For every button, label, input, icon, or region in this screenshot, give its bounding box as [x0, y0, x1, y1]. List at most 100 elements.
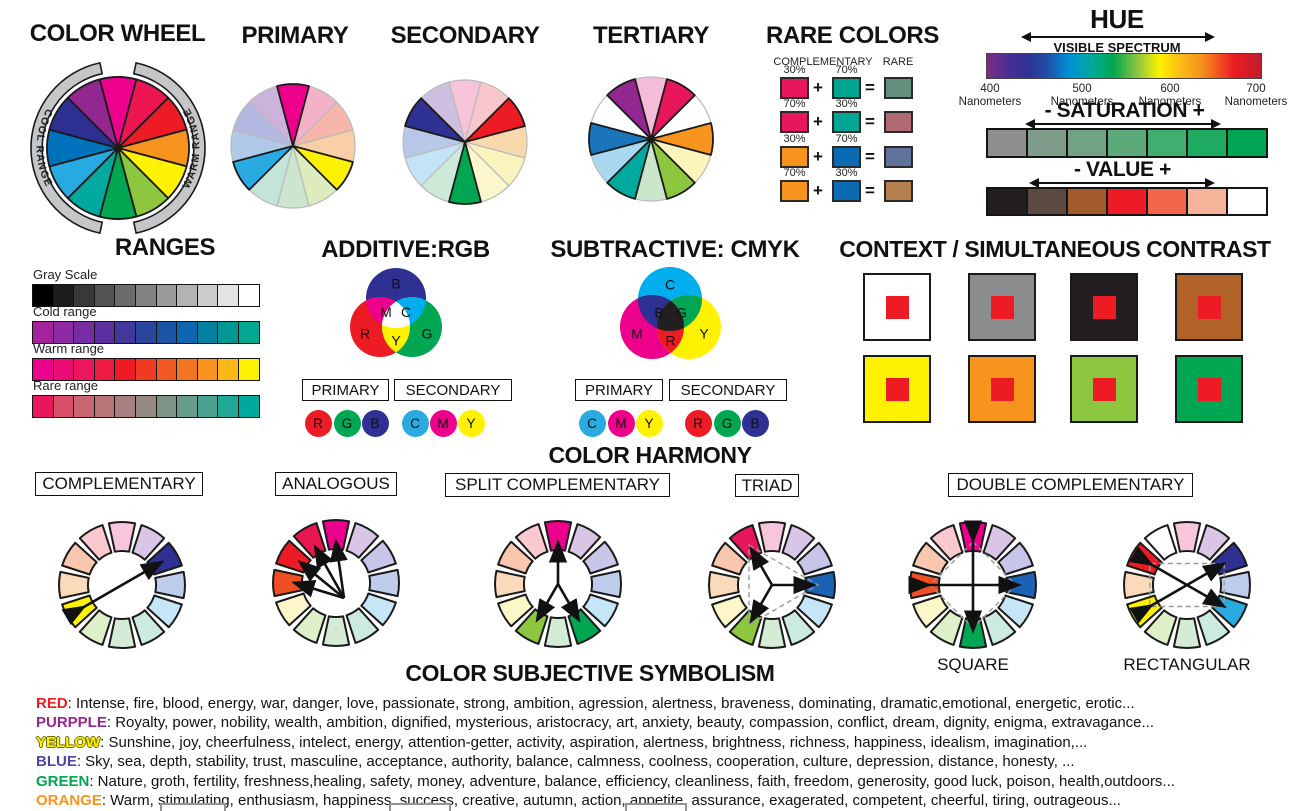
mix-result-swatch: [884, 180, 913, 202]
analogous-wheel: [272, 519, 400, 647]
additive-primary-label: PRIMARY: [302, 379, 389, 401]
mix-pct: 30%: [835, 98, 858, 110]
color-cell: [176, 321, 199, 344]
plus-sign: +: [813, 112, 823, 131]
rare-colors-title: RARE COLORS: [766, 22, 939, 49]
color-cell: [217, 358, 240, 381]
color-cell: [93, 395, 116, 418]
svg-text:G: G: [422, 326, 433, 342]
contrast-square: [1175, 273, 1243, 341]
secondary-dot: M: [429, 409, 457, 437]
color-cell: [1026, 128, 1068, 158]
range-bar-label: Rare range: [33, 378, 99, 393]
svg-text:R: R: [360, 326, 370, 342]
spectrum-tick: 400 Nanometers: [958, 83, 1022, 108]
primary-dot: R: [304, 409, 332, 437]
primary-dot: B: [361, 409, 389, 437]
rectangular-wheel: [1123, 521, 1251, 649]
mix-result-swatch: [884, 77, 913, 99]
primary-wheel: [230, 83, 356, 209]
color-cell: [1066, 128, 1108, 158]
contrast-title: CONTEXT / SIMULTANEOUS CONTRAST: [839, 236, 1271, 262]
primary-title: PRIMARY: [241, 22, 349, 49]
additive-title: ADDITIVE:RGB: [321, 236, 490, 263]
svg-text:G: G: [676, 305, 687, 321]
color-cell: [196, 395, 219, 418]
color-cell: [217, 284, 240, 307]
color-cell: [1186, 187, 1228, 216]
rare-mix-row: 30% 70% + =: [775, 64, 935, 100]
color-cell: [1186, 128, 1228, 158]
symbolism-color-name: RED: [36, 695, 68, 712]
value-scale: [986, 187, 1268, 216]
subtractive-venn-diagram: C M Y B GR: [620, 267, 721, 359]
mix-pct: 70%: [783, 167, 806, 179]
contrast-inner-chip: [885, 377, 909, 401]
symbolism-text: : Intense, fire, blood, energy, war, dan…: [67, 695, 1135, 712]
mix-swatch: [780, 180, 809, 202]
subtractive-title: SUBTRACTIVE: CMYK: [550, 236, 800, 263]
symbolism-text: : Warm, stimulating, enthusiasm, happine…: [101, 792, 1121, 810]
mix-swatch: [832, 146, 861, 168]
mix-swatch: [780, 146, 809, 168]
mix-pct: 70%: [835, 133, 858, 145]
spectrum-tick: 700 Nanometers: [1224, 83, 1288, 108]
contrast-square: [1175, 355, 1243, 423]
mix-pct: 30%: [783, 64, 806, 76]
color-cell: [114, 358, 137, 381]
plus-sign: +: [813, 147, 823, 166]
equals-sign: =: [865, 181, 875, 200]
secondary-dot: C: [401, 409, 429, 437]
equals-sign: =: [865, 78, 875, 97]
symbolism-color-name: PURPPLE: [36, 714, 107, 732]
rare-mix-row: 70% 30% + =: [775, 167, 935, 203]
secondary-title: SECONDARY: [390, 22, 540, 49]
saturation-title: - SATURATION +: [1044, 99, 1205, 122]
color-cell: [237, 284, 261, 307]
complementary-wheel: [58, 521, 186, 649]
svg-text:M: M: [380, 304, 392, 320]
symbolism-entry: PURPPLE: Royalty, power, nobility, wealt…: [36, 713, 1175, 732]
color-cell: [237, 395, 261, 418]
symbolism-color-name: ORANGE: [36, 792, 102, 810]
contrast-inner-chip: [1092, 295, 1116, 319]
color-cell: [196, 321, 219, 344]
symbolism-text: : Sunshine, joy, cheerfulness, intelect,…: [100, 733, 1088, 751]
color-cell: [155, 284, 178, 307]
color-cell: [1066, 187, 1108, 216]
color-cell: [52, 395, 75, 418]
cutoff-box: [160, 803, 226, 811]
color-cell: [1226, 128, 1268, 158]
square-label: SQUARE: [937, 655, 1009, 674]
color-cell: [1106, 128, 1148, 158]
mix-result-swatch: [884, 146, 913, 168]
color-cell: [196, 358, 219, 381]
color-cell: [134, 358, 158, 381]
contrast-inner-chip: [990, 295, 1014, 319]
value-title: - VALUE +: [1074, 158, 1171, 181]
primary-dot: Y: [635, 409, 663, 437]
secondary-dot: Y: [457, 409, 485, 437]
color-cell: [1146, 187, 1188, 216]
symbolism-title: COLOR SUBJECTIVE SYMBOLISM: [405, 660, 775, 686]
svg-text:R: R: [665, 333, 675, 349]
symbolism-text: : Sky, sea, depth, stability, trust, mas…: [76, 753, 1075, 771]
symbolism-color-name: YELLOW: [36, 733, 101, 751]
symbolism-entry: YELLOW: Sunshine, joy, cheerfulness, int…: [36, 733, 1175, 752]
contrast-square: [863, 273, 931, 341]
double-complementary-label: DOUBLE COMPLEMENTARY: [948, 473, 1193, 497]
contrast-square: [968, 273, 1036, 341]
mix-swatch: [832, 180, 861, 202]
contrast-inner-chip: [1197, 295, 1221, 319]
mix-swatch: [832, 77, 861, 99]
value-double-arrow-icon: [1029, 177, 1215, 188]
svg-text:C: C: [401, 304, 411, 320]
symbolism-list: RED: Intense, fire, blood, energy, war, …: [36, 694, 1175, 810]
color-cell: [155, 395, 178, 418]
rare-complementary-label: COMPLEMENTARY: [773, 56, 873, 68]
svg-text:C: C: [665, 277, 675, 293]
equals-sign: =: [865, 147, 875, 166]
color-cell: [32, 395, 55, 418]
color-cell: [114, 321, 137, 344]
